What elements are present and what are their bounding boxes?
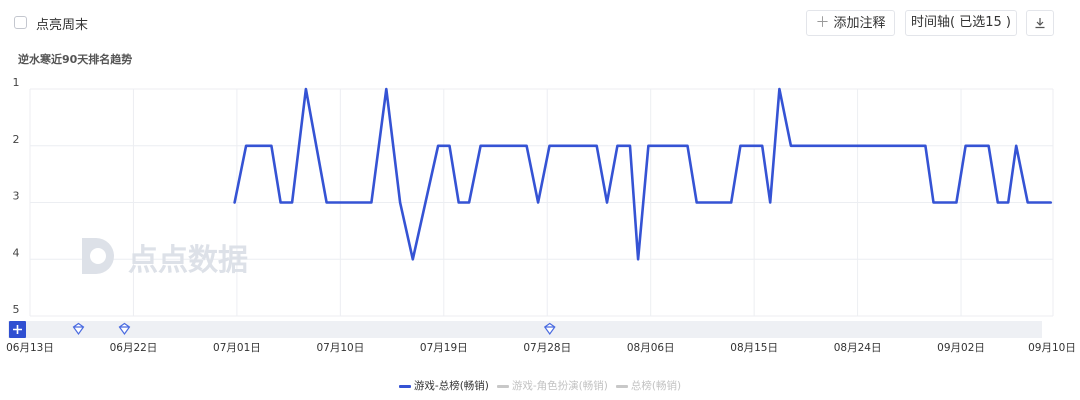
annotation-marker-icon[interactable] [118, 322, 131, 336]
x-tick-label: 07月28日 [523, 342, 571, 354]
legend-swatch [496, 384, 509, 388]
chart-title: 逆水寒近90天排名趋势 [18, 53, 133, 66]
x-tick-label: 09月02日 [937, 342, 985, 354]
highlight-weekend-label[interactable]: 点亮周末 [36, 18, 89, 33]
y-tick-label: 5 [13, 303, 20, 316]
plus-icon [13, 325, 22, 334]
timeline-bar [8, 321, 1042, 338]
watermark-logo [82, 238, 114, 274]
watermark-text: 点点数据 [128, 243, 248, 278]
legend-item[interactable]: 游戏-总榜(畅销) [398, 378, 489, 393]
annotation-marker-icon[interactable] [72, 322, 85, 336]
ranking-chart: 1 2 3 4 5 点点数据 06月13日 06月22日 07月01日 07月10日 07月19日 0… [6, 76, 1076, 354]
legend-item[interactable]: 游戏-角色扮演(畅销) [496, 378, 608, 393]
x-tick-label: 06月22日 [110, 342, 158, 354]
y-tick-label: 2 [13, 133, 20, 146]
y-tick-label: 4 [13, 246, 20, 259]
legend-label: 游戏-角色扮演(畅销) [511, 380, 608, 392]
add-annotation-button[interactable]: ＋添加注释 [806, 10, 895, 36]
x-tick-label: 08月15日 [730, 342, 778, 354]
x-tick-label: 07月10日 [316, 342, 364, 354]
x-tick-label: 08月24日 [834, 342, 882, 354]
legend-swatch [398, 384, 411, 388]
toolbar: 点亮周末 ＋添加注释 时间轴( 已选15 ) [0, 0, 1080, 48]
series-line [233, 87, 1052, 261]
legend-label: 总榜(畅销) [630, 380, 682, 392]
x-tick-label: 07月19日 [420, 342, 468, 354]
download-button[interactable] [1026, 10, 1054, 36]
legend-swatch [615, 384, 628, 388]
plus-icon: ＋ [815, 15, 830, 31]
add-annotation-label: 添加注释 [833, 16, 886, 31]
x-tick-label: 06月13日 [6, 342, 54, 354]
legend-item[interactable]: 总榜(畅销) [615, 378, 682, 393]
legend-label: 游戏-总榜(畅销) [413, 380, 489, 392]
y-tick-label: 3 [13, 190, 20, 203]
x-tick-label: 07月01日 [213, 342, 261, 354]
download-icon [1035, 18, 1045, 29]
annotation-marker-icon[interactable] [543, 322, 556, 336]
legend: 游戏-总榜(畅销) 游戏-角色扮演(畅销) 总榜(畅销) [0, 378, 1080, 393]
x-tick-label: 09月10日 [1028, 342, 1076, 354]
x-tick-label: 08月06日 [627, 342, 675, 354]
y-tick-label: 1 [13, 76, 20, 89]
highlight-weekend-checkbox[interactable] [14, 16, 27, 29]
timeline-button[interactable]: 时间轴( 已选15 ) [905, 10, 1017, 36]
